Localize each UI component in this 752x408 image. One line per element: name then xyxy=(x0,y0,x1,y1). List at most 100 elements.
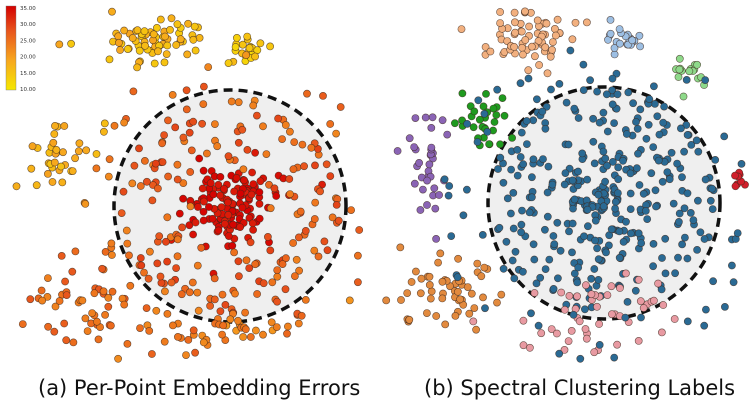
cluster-point xyxy=(584,222,592,231)
error-point xyxy=(189,35,198,44)
cluster-point xyxy=(634,149,642,158)
error-point xyxy=(142,304,151,312)
error-point xyxy=(307,143,316,152)
colorbar: 35.00 30.00 25.00 20.00 15.00 10.00 xyxy=(5,5,36,93)
cluster-point xyxy=(463,120,471,128)
error-point xyxy=(186,168,195,176)
error-point xyxy=(232,173,241,182)
error-point xyxy=(278,135,286,143)
cluster-point xyxy=(481,304,489,313)
error-point xyxy=(75,139,84,148)
error-point xyxy=(157,278,166,287)
error-point xyxy=(323,246,332,255)
cluster-point xyxy=(508,133,516,142)
cluster-point xyxy=(524,74,533,83)
error-point xyxy=(285,175,294,183)
cluster-point xyxy=(533,16,542,25)
cluster-point xyxy=(595,340,604,349)
cluster-point xyxy=(573,278,582,287)
panel-spectral-labels xyxy=(382,7,749,363)
cluster-point xyxy=(445,182,454,190)
cluster-point xyxy=(528,42,536,51)
error-point xyxy=(136,254,145,262)
cluster-point xyxy=(610,353,619,362)
cluster-point xyxy=(649,239,658,248)
error-point xyxy=(128,34,137,42)
cluster-point xyxy=(674,73,683,81)
cluster-point xyxy=(427,143,436,152)
error-point xyxy=(230,187,238,196)
cluster-point xyxy=(483,127,492,136)
error-point xyxy=(148,196,157,205)
error-point xyxy=(161,237,170,246)
cluster-point xyxy=(438,294,447,303)
error-point xyxy=(281,254,290,263)
error-point xyxy=(185,288,194,297)
error-point xyxy=(44,274,52,282)
error-point xyxy=(176,35,185,44)
error-point xyxy=(62,291,71,299)
cluster-point xyxy=(567,326,576,335)
cluster-point xyxy=(467,289,476,298)
cluster-point xyxy=(482,90,490,98)
cluster-point xyxy=(583,18,591,27)
cluster-point xyxy=(569,204,577,213)
error-point xyxy=(224,232,233,240)
cluster-point xyxy=(615,25,624,33)
error-point xyxy=(187,146,196,155)
error-point xyxy=(93,317,101,326)
error-point xyxy=(123,45,132,53)
cluster-point xyxy=(432,312,441,320)
error-point xyxy=(213,142,222,151)
error-point xyxy=(94,335,103,344)
cluster-point xyxy=(541,265,550,273)
cluster-point xyxy=(397,296,405,304)
error-point xyxy=(68,167,77,175)
error-point xyxy=(162,50,171,58)
error-point xyxy=(243,145,252,154)
cluster-point xyxy=(510,43,518,51)
error-point xyxy=(353,278,362,287)
error-point xyxy=(48,178,57,186)
error-point xyxy=(259,279,268,288)
error-point xyxy=(319,92,327,100)
cluster-point xyxy=(407,278,416,286)
cluster-point xyxy=(645,95,654,103)
cluster-point xyxy=(729,278,738,287)
cluster-point xyxy=(564,140,573,149)
cluster-point xyxy=(529,155,538,164)
cluster-point xyxy=(587,274,596,283)
cluster-point xyxy=(627,229,635,238)
error-point xyxy=(57,251,66,260)
cluster-point xyxy=(733,229,742,237)
cluster-point xyxy=(463,283,472,291)
cluster-point xyxy=(647,169,656,178)
cluster-point xyxy=(502,237,511,246)
error-point xyxy=(136,324,144,332)
error-point xyxy=(69,338,78,347)
cluster-point xyxy=(451,311,460,320)
error-point xyxy=(214,226,223,235)
error-point xyxy=(140,156,149,165)
error-point xyxy=(259,330,267,339)
error-point xyxy=(130,161,139,170)
error-point xyxy=(286,190,294,198)
cluster-point xyxy=(529,116,538,125)
error-point xyxy=(78,296,87,305)
cluster-point xyxy=(641,206,650,215)
cluster-point xyxy=(542,19,551,28)
error-point xyxy=(232,34,241,42)
error-point xyxy=(197,243,206,252)
cluster-point xyxy=(480,109,489,118)
cluster-point xyxy=(615,253,624,262)
error-point xyxy=(158,158,167,166)
cluster-point xyxy=(443,130,452,139)
cluster-point xyxy=(533,95,541,104)
error-point xyxy=(135,144,143,153)
cluster-point xyxy=(607,225,616,234)
cluster-point xyxy=(659,118,668,127)
colorbar-tick-label: 25.00 xyxy=(20,38,36,44)
error-point xyxy=(219,321,228,330)
cluster-point xyxy=(582,334,591,343)
cluster-point xyxy=(603,291,612,299)
